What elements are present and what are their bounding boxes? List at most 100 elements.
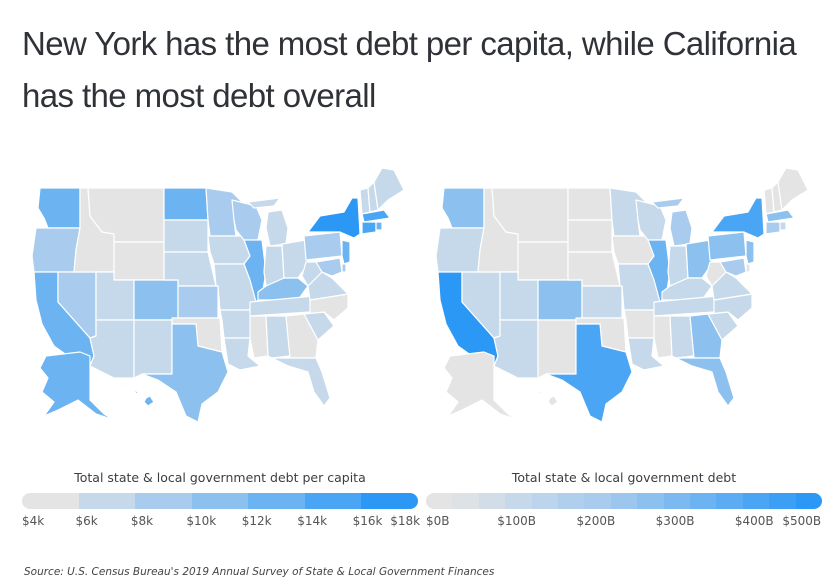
legend-tick-label: $10k — [186, 514, 217, 528]
legend-swatch — [610, 493, 638, 509]
state-nd — [163, 187, 209, 221]
state-hi — [525, 381, 559, 407]
state-al — [265, 315, 291, 359]
legend-tick-label: $4k — [22, 514, 45, 528]
legend-title: Total state & local government debt — [511, 470, 737, 485]
state-de — [745, 263, 751, 273]
state-me — [373, 167, 405, 211]
state-ks — [581, 285, 623, 319]
legend-title: Total state & local government debt per … — [74, 470, 366, 485]
state-ky — [257, 277, 309, 301]
state-ny — [711, 197, 765, 239]
state-ms — [249, 315, 269, 359]
legend-total-debt: Total state & local government debt $0B $… — [426, 470, 822, 532]
legend-tick-label: $12k — [241, 514, 272, 528]
legend-swatch — [22, 493, 79, 509]
legend-swatch — [795, 493, 822, 509]
state-wy — [113, 241, 165, 281]
state-ct — [361, 221, 377, 235]
state-nj — [341, 239, 351, 265]
legend-swatch — [531, 493, 559, 509]
state-me — [777, 167, 809, 211]
state-ms — [653, 315, 673, 359]
legend-color-bar — [426, 493, 822, 509]
state-ri — [375, 221, 383, 231]
state-ct — [765, 221, 781, 235]
legend-swatch — [663, 493, 691, 509]
state-or — [31, 227, 81, 273]
legend-tick-label: $8k — [130, 514, 154, 528]
map-debt-per-capita — [18, 160, 418, 450]
state-fl — [675, 357, 735, 407]
legend-swatch — [452, 493, 479, 509]
state-md — [315, 257, 343, 277]
state-nc — [303, 293, 349, 321]
legend-tick-label: $0B — [426, 514, 450, 528]
state-co — [537, 279, 583, 321]
map-total-debt — [422, 160, 822, 450]
legend-tick-label: $16k — [352, 514, 383, 528]
state-nj — [745, 239, 755, 265]
legend-swatch — [558, 493, 585, 509]
legend-swatch — [769, 493, 796, 509]
state-ar — [623, 309, 657, 339]
state-wa — [37, 187, 81, 229]
state-nm — [537, 319, 577, 379]
legend-swatch — [742, 493, 770, 509]
legend-tick-label: $18k — [390, 514, 421, 528]
state-ak — [443, 351, 519, 421]
state-tx — [141, 323, 229, 423]
legend-color-bar — [22, 493, 418, 509]
state-ri — [779, 221, 787, 231]
legend-tick-label: $14k — [297, 514, 328, 528]
us-map — [31, 167, 405, 423]
legend-swatch — [135, 493, 192, 509]
state-fl — [271, 357, 331, 407]
source-note: Source: U.S. Census Bureau's 2019 Annual… — [24, 566, 495, 578]
state-wv — [705, 261, 727, 287]
state-ak — [39, 351, 115, 421]
state-wv — [301, 261, 323, 287]
legend-swatch — [78, 493, 136, 509]
state-ga — [285, 313, 319, 359]
state-sd — [163, 219, 209, 253]
legend-swatch — [191, 493, 249, 509]
legend-tick-label: $400B — [734, 514, 774, 528]
state-ar — [219, 309, 253, 339]
legend-tick-label: $6k — [75, 514, 98, 528]
state-ma — [765, 209, 795, 223]
state-ga — [689, 313, 723, 359]
state-ks — [177, 285, 219, 319]
state-co — [133, 279, 179, 321]
state-ny — [307, 197, 361, 239]
legend-swatch — [716, 493, 743, 509]
state-wy — [517, 241, 569, 281]
state-pa — [707, 231, 747, 261]
legend-per-capita: Total state & local government debt per … — [22, 470, 421, 532]
legend-tick-label: $500B — [782, 514, 822, 528]
legend-swatch — [637, 493, 664, 509]
legend-tick-label: $100B — [497, 514, 537, 528]
state-pa — [303, 231, 343, 261]
us-map — [435, 167, 809, 423]
state-az — [493, 319, 539, 379]
chart-title: New York has the most debt per capita, w… — [22, 25, 797, 114]
legend-swatch — [426, 493, 453, 509]
legend-swatch — [361, 493, 418, 509]
state-wa — [441, 187, 485, 229]
legend-swatch — [505, 493, 532, 509]
legend-swatch — [248, 493, 305, 509]
legend-tick-label: $300B — [655, 514, 695, 528]
state-hi — [121, 381, 155, 407]
legend-tick-label: $200B — [576, 514, 616, 528]
state-al — [669, 315, 695, 359]
legend-swatch — [690, 493, 717, 509]
state-nm — [133, 319, 173, 379]
state-ky — [661, 277, 713, 301]
state-nc — [707, 293, 753, 321]
legend-swatch — [478, 493, 506, 509]
state-az — [89, 319, 135, 379]
state-ma — [361, 209, 391, 223]
state-tx — [545, 323, 633, 423]
legend-swatch — [584, 493, 611, 509]
